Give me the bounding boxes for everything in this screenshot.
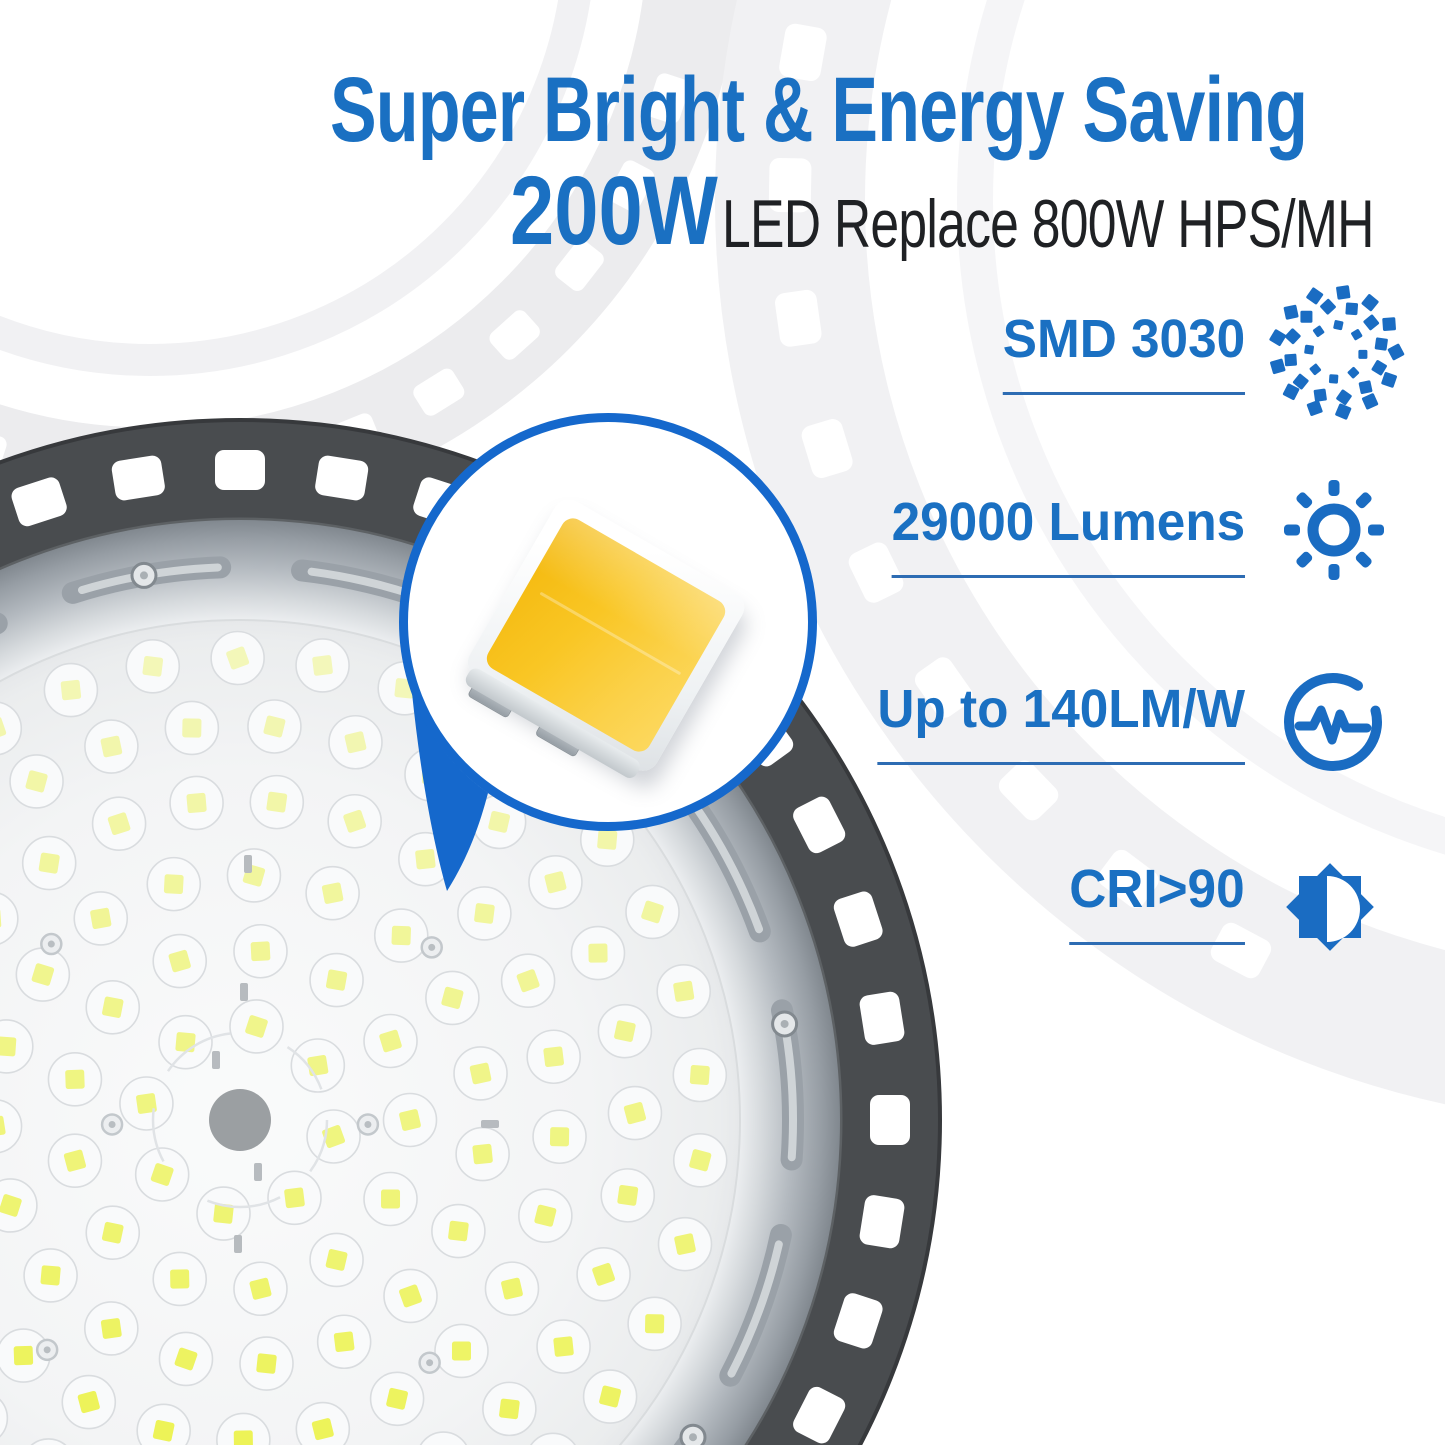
led-panel — [0, 619, 741, 1445]
wattage-text: 200W — [510, 156, 718, 265]
sun-brightness-icon — [1284, 480, 1384, 580]
feature-efficiency: Up to 140LM/W — [858, 682, 1245, 765]
contrast-cri-icon — [1286, 863, 1374, 951]
feature-cri: CRI>90 — [1060, 862, 1245, 945]
feature-smd-3030: SMD 3030 — [990, 312, 1245, 395]
feature-label: CRI>90 — [1069, 862, 1245, 945]
chip-phosphor-surface — [482, 514, 730, 756]
feature-label: 29000 Lumens — [891, 495, 1245, 578]
feature-label: Up to 140LM/W — [877, 682, 1245, 765]
smd-led-chip-photo — [461, 493, 751, 781]
feature-lumens: 29000 Lumens — [873, 495, 1245, 578]
pulse-wave-icon — [1284, 673, 1382, 771]
led-chips-scatter-icon — [1269, 285, 1405, 420]
led-chip-magnifier-bubble — [399, 413, 817, 831]
page-title: Super Bright & Energy Saving — [330, 59, 1308, 161]
magnifier-pointer-tail — [412, 693, 488, 891]
feature-label: SMD 3030 — [1002, 312, 1245, 395]
replace-text: LED Replace 800W HPS/MH — [722, 186, 1374, 262]
